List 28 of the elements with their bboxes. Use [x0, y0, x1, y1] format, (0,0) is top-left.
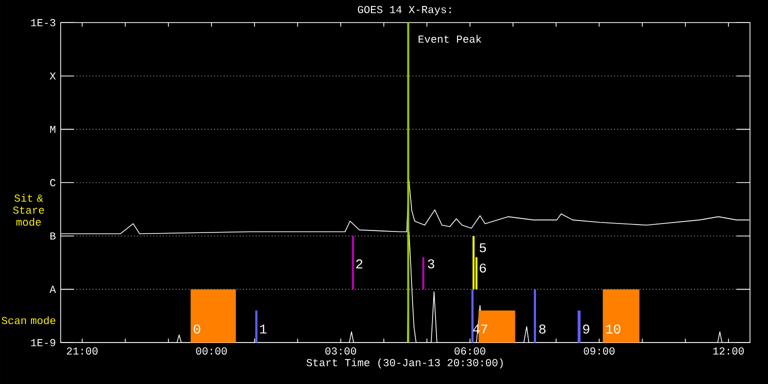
text: Scan mode — [2, 316, 56, 324]
annotation: 7 — [481, 324, 488, 334]
x-tick-label: 12:00 — [713, 347, 744, 355]
y-tick-label: C — [50, 179, 56, 186]
x-tick-label: 03:00 — [325, 347, 356, 355]
annotation: 10 — [606, 324, 620, 334]
annotation: 5 — [480, 243, 486, 252]
annotation: 8 — [539, 324, 546, 334]
y-tick-label: B — [50, 232, 56, 240]
x-tick-label: 09:00 — [584, 347, 615, 355]
annotation: 6 — [480, 264, 486, 273]
x-axis-title: Start Time (30-Jan-13 20:30:00) — [306, 358, 503, 368]
annotation: 2 — [356, 259, 362, 268]
text: Sit & Stare mode — [13, 194, 44, 226]
y-tick-label: 1E-9 — [31, 339, 56, 346]
annotation: 9 — [583, 324, 590, 334]
x-tick-label: 00:00 — [196, 347, 227, 355]
y-tick-label: A — [50, 286, 56, 293]
y-tick-label: X — [50, 72, 56, 80]
chart-title: GOES 14 X-Rays: — [358, 6, 451, 16]
x-tick-label: 21:00 — [66, 347, 98, 355]
ref-line-label: Event Peak — [418, 34, 482, 43]
annotation: 0 — [194, 324, 200, 334]
y-tick-label: 1E-3 — [31, 19, 56, 26]
y-tick-label: M — [50, 126, 56, 133]
x-tick-label: 06:00 — [454, 347, 486, 355]
annotation: 1 — [260, 324, 266, 334]
annotation: 3 — [428, 259, 434, 268]
